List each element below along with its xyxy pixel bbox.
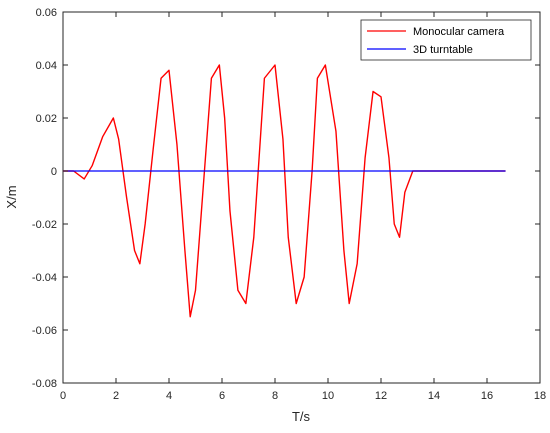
x-tick-label-1: 2	[113, 390, 119, 402]
x-tick-label-6: 12	[375, 390, 387, 402]
y-tick-label-2: -0.04	[32, 272, 57, 284]
legend-label-monocular-camera: Monocular camera	[413, 26, 505, 38]
y-axis-label: X/m	[4, 185, 19, 208]
x-tick-label-7: 14	[428, 390, 440, 402]
series-line-0	[63, 64, 506, 318]
y-tick-label-4: 0	[51, 166, 57, 178]
x-tick-label-0: 0	[60, 390, 66, 402]
y-tick-label-1: -0.06	[32, 325, 57, 337]
x-tick-label-8: 16	[481, 390, 493, 402]
y-tick-label-7: 0.06	[36, 7, 57, 19]
x-tick-label-2: 4	[166, 390, 172, 402]
legend-box	[360, 19, 532, 61]
x-tick-label-9: 18	[534, 390, 546, 402]
x-tick-label-3: 6	[219, 390, 225, 402]
x-tick-label-5: 10	[322, 390, 334, 402]
y-tick-label-0: -0.08	[32, 378, 57, 390]
legend-label-3d-turntable: 3D turntable	[413, 44, 473, 56]
y-tick-label-6: 0.04	[36, 60, 57, 72]
x-axis-label: T/s	[292, 409, 311, 424]
y-tick-label-5: 0.02	[36, 113, 57, 125]
y-tick-label-3: -0.02	[32, 219, 57, 231]
x-tick-label-4: 8	[272, 390, 278, 402]
plot-area	[62, 11, 541, 384]
legend: Monocular camera 3D turntable	[360, 19, 532, 61]
